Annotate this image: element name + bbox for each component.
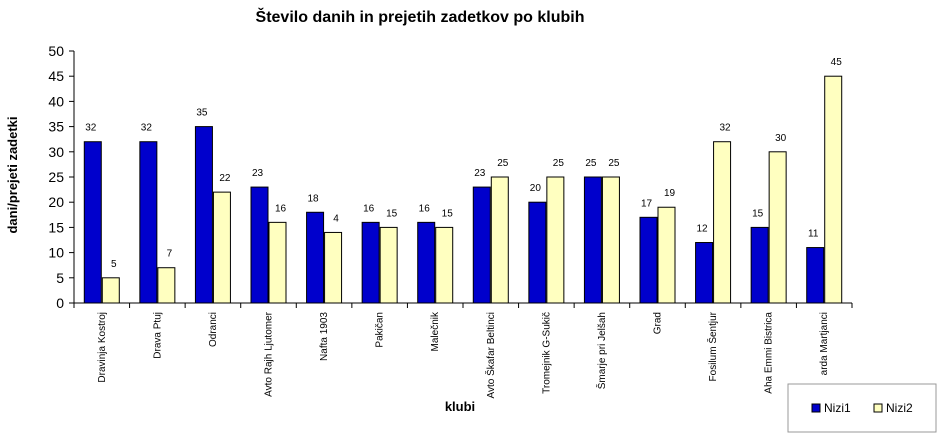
data-label: 16 (275, 203, 287, 214)
data-label: 16 (419, 203, 431, 214)
data-label: 25 (608, 158, 620, 169)
bar-nizi1-3 (194, 126, 213, 304)
data-label: 4 (333, 213, 339, 224)
data-label: 18 (308, 193, 320, 204)
data-label: 15 (386, 208, 398, 219)
bar-nizi2-2 (157, 267, 176, 304)
legend: Nizi1 Nizi2 (787, 383, 937, 433)
category-label: Malečnik (430, 311, 441, 351)
bar-nizi1-2 (139, 141, 158, 304)
bar-nizi2-12 (713, 141, 732, 304)
bar-nizi2-9 (546, 176, 565, 304)
bar-nizi1-10 (583, 176, 602, 304)
data-label: 25 (497, 158, 509, 169)
y-tick-label: 35 (48, 119, 64, 135)
data-label: 32 (85, 123, 97, 134)
data-label: 25 (553, 158, 565, 169)
data-label: 12 (697, 224, 709, 235)
bar-nizi1-7 (417, 221, 436, 304)
y-tick-label: 0 (56, 295, 64, 311)
category-label: Grad (653, 312, 664, 334)
bar-nizi1-9 (528, 201, 547, 304)
bar-nizi2-1 (101, 277, 120, 304)
legend-label: Nizi2 (886, 401, 913, 415)
y-tick-label: 50 (48, 43, 64, 59)
bar-nizi1-6 (361, 221, 380, 304)
category-label: Tromejnik G-Sukič (541, 312, 552, 394)
data-label: 5 (111, 259, 117, 270)
bar-nizi2-6 (379, 226, 398, 304)
bar-nizi1-14 (806, 247, 825, 304)
bar-nizi1-5 (306, 211, 325, 304)
bar-nizi2-8 (490, 176, 509, 304)
data-label: 19 (664, 188, 676, 199)
bar-nizi1-13 (750, 226, 769, 304)
data-label: 23 (252, 168, 264, 179)
category-label: Avto Škafar Beltinci (484, 312, 497, 399)
chart-title: Število danih in prejetih zadetkov po kl… (256, 7, 585, 26)
bar-nizi2-5 (324, 231, 343, 304)
data-label: 15 (442, 208, 454, 219)
y-tick-label: 45 (48, 68, 64, 84)
bar-nizi2-13 (768, 151, 787, 304)
y-tick-label: 15 (48, 219, 64, 235)
legend-swatch (873, 403, 883, 413)
category-label: Aha Emmi Bistrica (764, 312, 775, 394)
bar-nizi1-1 (83, 141, 102, 304)
bar-nizi1-8 (472, 186, 491, 304)
y-tick-label: 25 (48, 169, 64, 185)
data-label: 30 (775, 133, 787, 144)
data-label: 35 (196, 108, 208, 119)
bar-nizi1-4 (250, 186, 269, 304)
bar-nizi1-12 (695, 242, 714, 304)
data-label: 23 (474, 168, 486, 179)
data-label: 15 (752, 208, 764, 219)
data-label: 20 (530, 183, 542, 194)
bar-nizi2-14 (824, 75, 843, 304)
y-axis-title: dani/prejeti zadetki (5, 116, 20, 233)
data-label: 32 (141, 123, 153, 134)
data-label: 17 (641, 198, 653, 209)
category-label: arda Martjanci (819, 312, 830, 375)
category-label: Šmarje pri Jelšah (595, 312, 608, 389)
y-tick-label: 30 (48, 144, 64, 160)
data-label: 32 (720, 123, 732, 134)
x-axis-title: klubi (445, 399, 475, 414)
category-label: Fosilum Šentjur (706, 311, 719, 381)
data-label: 16 (363, 203, 375, 214)
data-label: 25 (585, 158, 597, 169)
bar-nizi2-10 (601, 176, 620, 304)
y-tick-label: 10 (48, 245, 64, 261)
bar-nizi2-4 (268, 221, 287, 304)
category-label: Dravinja Kostroj (97, 312, 108, 383)
data-label: 11 (808, 229, 819, 240)
bar-nizi1-11 (639, 216, 658, 304)
bar-nizi2-3 (212, 191, 231, 304)
data-label: 22 (219, 173, 231, 184)
category-label: Odranci (208, 312, 219, 347)
bar-nizi2-7 (435, 226, 454, 304)
legend-box (787, 383, 937, 433)
data-label: 45 (831, 57, 843, 68)
y-tick-label: 40 (48, 93, 64, 109)
category-label: Avto Rajh Ljutomer (264, 311, 275, 397)
data-label: 7 (167, 249, 173, 260)
y-tick-label: 5 (56, 270, 64, 286)
category-label: Nafta 1903 (319, 312, 330, 361)
category-label: Pakičan (375, 312, 386, 348)
legend-swatch (811, 403, 821, 413)
category-label: Drava Ptuj (152, 312, 163, 359)
bar-nizi2-11 (657, 206, 676, 304)
legend-label: Nizi1 (824, 401, 851, 415)
y-tick-label: 20 (48, 194, 64, 210)
